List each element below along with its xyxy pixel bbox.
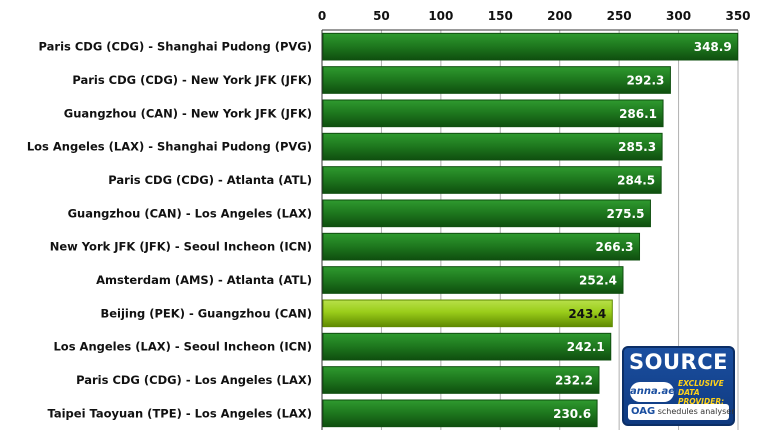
category-label-8: Beijing (PEK) - Guangzhou (CAN) <box>100 306 312 320</box>
bar-6 <box>322 232 641 261</box>
bar-8 <box>322 299 613 328</box>
value-label-11: 230.6 <box>553 407 591 421</box>
bar-11 <box>322 399 598 428</box>
category-label-5: Guangzhou (CAN) - Los Angeles (LAX) <box>68 206 312 220</box>
category-label-7: Amsterdam (AMS) - Atlanta (ATL) <box>96 273 312 287</box>
category-label-10: Paris CDG (CDG) - Los Angeles (LAX) <box>76 373 312 387</box>
analyser-label: schedules analyser <box>657 407 735 416</box>
category-label-1: Paris CDG (CDG) - New York JFK (JFK) <box>72 73 312 87</box>
bar-5 <box>322 199 651 228</box>
category-label-6: New York JFK (JFK) - Seoul Incheon (ICN) <box>50 240 312 254</box>
exclusive-label: EXCLUSIVE <box>678 379 724 388</box>
bar-4 <box>322 166 662 194</box>
x-tick-label-100: 100 <box>428 9 453 23</box>
x-tick-label-300: 300 <box>666 9 691 23</box>
value-label-8: 243.4 <box>568 307 606 321</box>
value-label-1: 292.3 <box>626 74 664 88</box>
category-label-0: Paris CDG (CDG) - Shanghai Pudong (PVG) <box>39 40 312 54</box>
value-label-6: 266.3 <box>596 240 634 254</box>
value-label-5: 275.5 <box>606 207 644 221</box>
value-label-4: 284.5 <box>617 174 655 188</box>
x-tick-label-250: 250 <box>607 9 632 23</box>
anna-aero-logo: anna.aero <box>630 382 687 402</box>
source-badge: SOURCE anna.aero EXCLUSIVE DATA PROVIDER… <box>622 346 735 426</box>
value-label-3: 285.3 <box>618 140 656 154</box>
category-label-3: Los Angeles (LAX) - Shanghai Pudong (PVG… <box>27 140 312 154</box>
category-label-9: Los Angeles (LAX) - Seoul Incheon (ICN) <box>53 340 312 354</box>
bar-2 <box>322 99 664 128</box>
bar-1 <box>322 66 671 94</box>
bar-0 <box>322 32 739 61</box>
bar-3 <box>322 132 663 161</box>
x-tick-label-0: 0 <box>318 9 326 23</box>
value-label-9: 242.1 <box>567 340 605 354</box>
bar-7 <box>322 266 624 294</box>
x-tick-label-350: 350 <box>725 9 750 23</box>
category-label-4: Paris CDG (CDG) - Atlanta (ATL) <box>108 173 312 187</box>
bar-10 <box>322 366 600 394</box>
provider-label: DATA PROVIDER: <box>678 388 725 406</box>
value-label-10: 232.2 <box>555 374 593 388</box>
exclusive-provider-text: EXCLUSIVE DATA PROVIDER: <box>678 379 733 406</box>
category-label-11: Taipei Taoyuan (TPE) - Los Angeles (LAX) <box>47 406 312 420</box>
x-tick-label-50: 50 <box>373 9 390 23</box>
source-title: SOURCE <box>629 350 728 374</box>
x-tick-label-200: 200 <box>547 9 572 23</box>
x-tick-label-150: 150 <box>488 9 513 23</box>
bar-9 <box>322 332 612 361</box>
oag-label: OAG <box>631 406 656 417</box>
value-label-7: 252.4 <box>579 274 617 288</box>
value-label-0: 348.9 <box>694 40 732 54</box>
value-label-2: 286.1 <box>619 107 657 121</box>
oag-logo: OAG schedules analyser <box>628 404 735 420</box>
category-label-2: Guangzhou (CAN) - New York JFK (JFK) <box>64 106 312 120</box>
